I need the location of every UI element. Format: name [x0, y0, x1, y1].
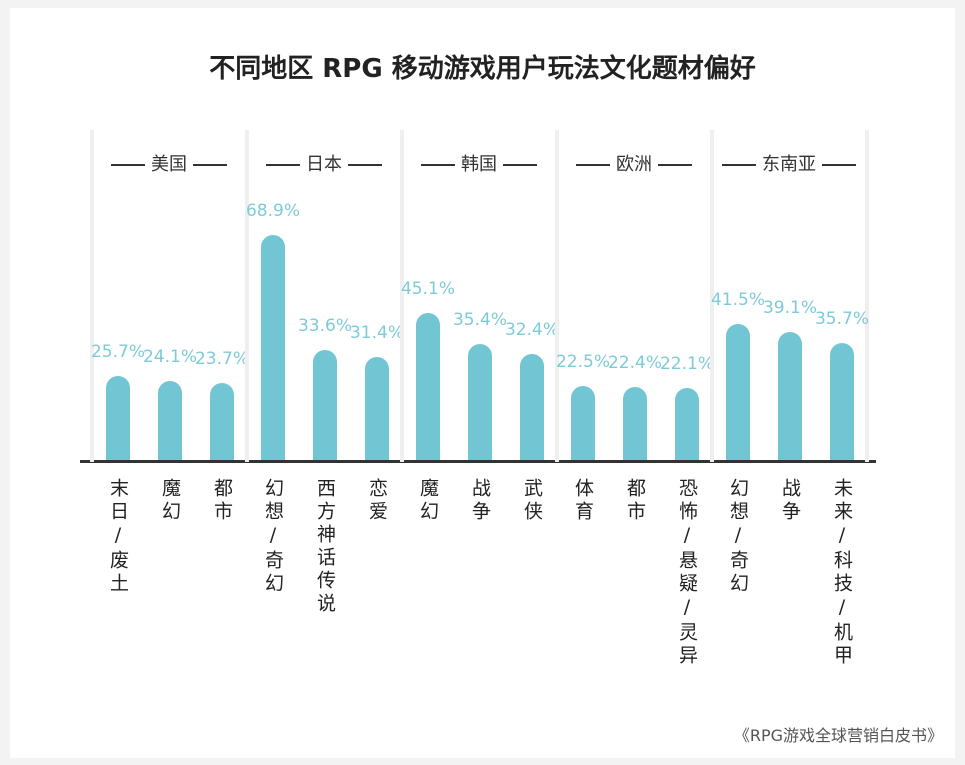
bar — [365, 357, 389, 460]
value-label: 25.7% — [90, 341, 145, 362]
group-label: 美国 — [94, 150, 244, 176]
chart-title: 不同地区 RPG 移动游戏用户玩法文化题材偏好 — [209, 54, 756, 84]
category-label: 都市 — [211, 478, 233, 524]
source: 《RPG游戏全球营销白皮书》 — [733, 726, 943, 745]
value-label: 39.1% — [762, 298, 817, 319]
value-label: 24.1% — [142, 347, 197, 368]
category-label: 西方神话传说 — [314, 478, 336, 616]
bar — [416, 312, 440, 460]
category-label: 恐怖/悬疑/灵异 — [676, 478, 698, 668]
category-label: 魔幻 — [417, 478, 439, 524]
group-label: 日本 — [249, 150, 399, 176]
value-label: 31.4% — [349, 323, 404, 344]
category-label: 战争 — [779, 478, 801, 524]
category-label: 幻想/奇幻 — [262, 478, 284, 596]
group-label: 东南亚 — [714, 150, 864, 176]
bar — [623, 386, 647, 460]
group-separator — [245, 130, 249, 462]
bar — [778, 332, 802, 460]
category-label: 未来/科技/机甲 — [831, 478, 853, 668]
group-separator — [710, 130, 714, 462]
value-label: 32.4% — [504, 320, 559, 341]
group-separator — [90, 130, 94, 462]
group-label: 欧洲 — [559, 150, 709, 176]
bar — [520, 354, 544, 460]
value-label: 22.4% — [607, 352, 662, 373]
category-label: 末日/废土 — [107, 478, 129, 596]
bar — [571, 386, 595, 460]
group-separator — [865, 130, 869, 462]
category-label: 体育 — [572, 478, 594, 524]
group-separator — [400, 130, 404, 462]
bar — [726, 324, 750, 460]
bar — [261, 234, 285, 460]
group-name: 东南亚 — [762, 154, 816, 175]
baseline — [80, 460, 876, 463]
category-label: 武侠 — [521, 478, 543, 524]
bar — [675, 387, 699, 460]
value-label: 45.1% — [400, 278, 455, 299]
group-name: 韩国 — [461, 154, 497, 175]
value-label: 35.4% — [452, 310, 507, 331]
bar — [468, 344, 492, 460]
value-label: 35.7% — [814, 309, 869, 330]
value-label: 68.9% — [245, 200, 300, 221]
value-label: 41.5% — [710, 290, 765, 311]
category-label: 幻想/奇幻 — [727, 478, 749, 596]
value-label: 22.5% — [555, 352, 610, 373]
bar — [313, 350, 337, 460]
group-name: 欧洲 — [616, 154, 652, 175]
bar — [106, 375, 130, 460]
bar — [830, 343, 854, 460]
category-label: 都市 — [624, 478, 646, 524]
category-label: 魔幻 — [159, 478, 181, 524]
group-separator — [555, 130, 559, 462]
category-label: 战争 — [469, 478, 491, 524]
group-label: 韩国 — [404, 150, 554, 176]
category-label: 恋爱 — [366, 478, 388, 524]
bar — [158, 381, 182, 460]
group-name: 日本 — [306, 154, 342, 175]
bar — [210, 382, 234, 460]
value-label: 22.1% — [659, 353, 714, 374]
group-name: 美国 — [151, 154, 187, 175]
value-label: 33.6% — [297, 316, 352, 337]
value-label: 23.7% — [194, 348, 249, 369]
